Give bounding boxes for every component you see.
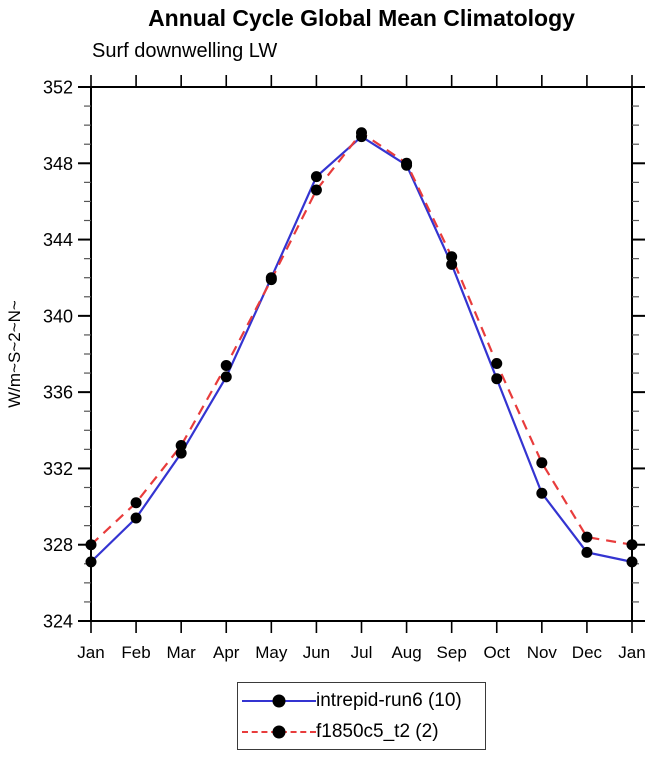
data-point-marker <box>446 258 458 270</box>
data-point-marker <box>491 358 503 370</box>
data-point-marker <box>536 457 548 469</box>
data-point-marker <box>310 171 322 183</box>
y-tick-label: 344 <box>43 230 73 250</box>
legend-line-sample-dashed <box>242 725 316 739</box>
data-point-marker <box>130 512 142 524</box>
x-tick-label: Apr <box>213 643 240 662</box>
data-point-marker <box>310 184 322 196</box>
x-tick-label: Mar <box>167 643 197 662</box>
y-tick-label: 340 <box>43 306 73 326</box>
x-tick-label: Jan <box>618 643 645 662</box>
legend-label: f1850c5_t2 (2) <box>316 720 439 742</box>
y-axis-title: W/m~S~2~N~ <box>5 300 24 408</box>
marker-dot-icon <box>272 694 286 707</box>
x-tick-label: May <box>255 643 288 662</box>
data-point-marker <box>356 127 367 139</box>
data-point-marker <box>626 539 638 551</box>
data-point-marker <box>401 157 413 169</box>
chart-title: Annual Cycle Global Mean Climatology <box>148 5 575 31</box>
x-tick-label: Oct <box>484 643 511 662</box>
marker-dot-icon <box>272 725 286 738</box>
data-point-marker <box>491 373 503 385</box>
data-point-marker <box>85 539 97 551</box>
data-point-marker <box>220 359 232 371</box>
x-tick-label: Aug <box>391 643 421 662</box>
legend-label: intrepid-run6 (10) <box>316 689 462 711</box>
y-tick-label: 352 <box>43 78 73 98</box>
y-tick-label: 348 <box>43 154 73 174</box>
data-point-marker <box>626 556 638 568</box>
y-tick-label: 324 <box>43 612 73 632</box>
legend-line-sample-solid <box>242 694 316 708</box>
series-line-0 <box>90 135 633 563</box>
y-axis: 324 328 332 336 340 344 348 352 <box>43 78 645 632</box>
x-tick-label: Jul <box>351 643 373 662</box>
y-tick-label: 336 <box>43 383 73 403</box>
legend-entry-intrepid-run6: intrepid-run6 (10) <box>242 689 485 713</box>
data-point-marker <box>581 546 593 558</box>
plot-frame <box>90 86 633 622</box>
data-point-marker <box>265 274 277 286</box>
chart-subtitle: Surf downwelling LW <box>92 40 278 62</box>
y-tick-label: 332 <box>43 459 73 479</box>
x-tick-label: Jan <box>77 643 104 662</box>
x-tick-label: Feb <box>121 643 150 662</box>
data-point-marker <box>175 440 187 452</box>
data-point-marker <box>85 556 97 568</box>
x-axis: Jan Feb Mar Apr May Jun Jul Aug Sep Oct Nov Dec Jan <box>77 75 646 662</box>
data-point-marker <box>581 531 593 543</box>
x-tick-label: Nov <box>527 643 558 662</box>
series-line-1 <box>90 131 633 546</box>
legend: intrepid-run6 (10) f1850c5_t2 (2) <box>237 682 486 750</box>
data-point-marker <box>130 497 142 509</box>
x-tick-label: Sep <box>437 643 467 662</box>
legend-entry-f1850c5-t2: f1850c5_t2 (2) <box>242 720 485 744</box>
y-tick-label: 328 <box>43 535 73 555</box>
data-point-marker <box>446 251 458 263</box>
x-tick-label: Jun <box>303 643 330 662</box>
data-point-marker <box>536 487 548 499</box>
x-tick-label: Dec <box>572 643 603 662</box>
data-point-marker <box>220 371 232 383</box>
data-point-marker <box>175 447 187 459</box>
